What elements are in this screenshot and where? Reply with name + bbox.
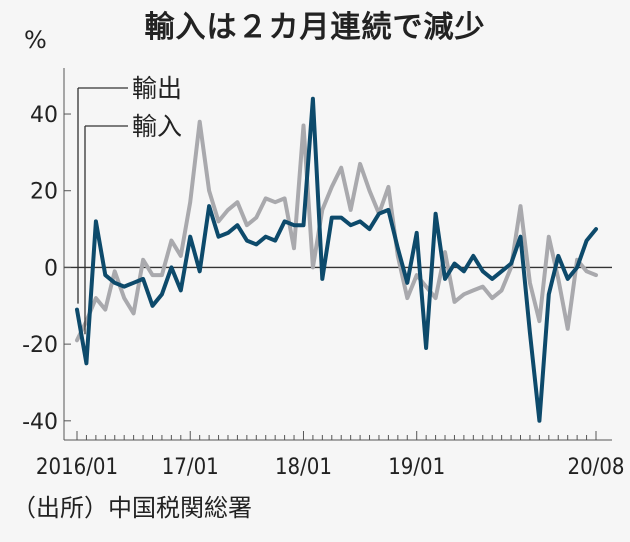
- series-line-export: [75, 96, 598, 423]
- series-line-import: [75, 119, 598, 343]
- x-tick-label: 20/08: [567, 455, 624, 480]
- legend-label: 輸出: [132, 74, 182, 103]
- y-tick-label: 20: [30, 180, 58, 205]
- y-tick-labels: -40 -20 0 20 40: [22, 103, 58, 435]
- chart-title: 輸入は２カ月連続で減少: [144, 10, 486, 45]
- y-tick-label: 40: [30, 103, 58, 128]
- x-tick-labels: 2016/01 17/01 18/01 19/01 20/08: [36, 455, 625, 480]
- source-note: （出所）中国税関総署: [12, 494, 252, 522]
- grid-layer: [63, 68, 612, 441]
- y-tick-label: -40: [22, 410, 58, 435]
- legend-label: 輸入: [132, 112, 182, 141]
- y-tick-label: 0: [44, 256, 58, 281]
- x-tick-label: 17/01: [162, 455, 219, 480]
- x-tick-label: 19/01: [388, 455, 445, 480]
- y-tick-label: -20: [22, 333, 58, 358]
- y-axis-unit-label: %: [24, 26, 47, 54]
- x-tick-label: 18/01: [275, 455, 332, 480]
- x-tick-label: 2016/01: [36, 455, 118, 480]
- series-layer: [75, 96, 598, 423]
